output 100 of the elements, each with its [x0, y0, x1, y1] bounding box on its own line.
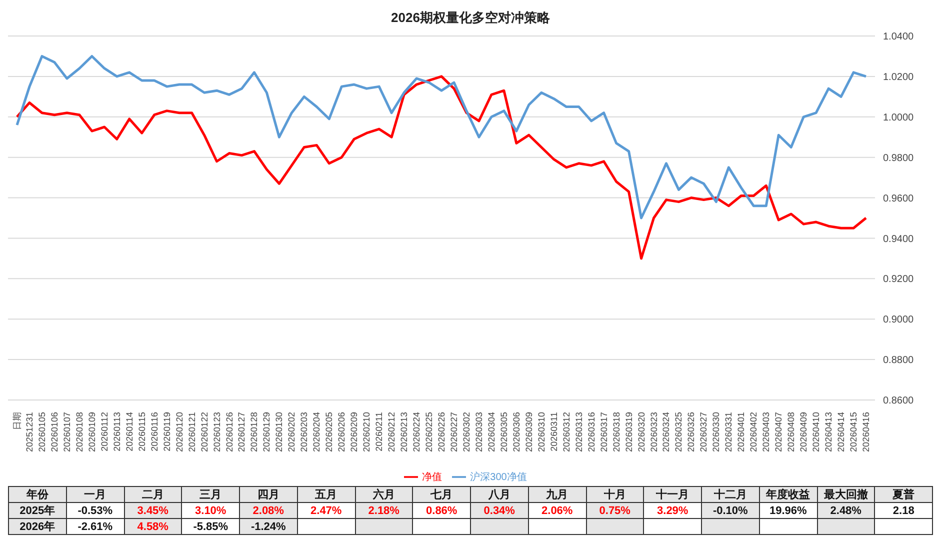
x-tick-label: 20260202 — [286, 412, 297, 452]
x-tick-label: 20260416 — [861, 412, 871, 452]
legend-label: 净值 — [422, 472, 442, 483]
text: 2.18% — [355, 502, 413, 518]
x-tick-label: 20260413 — [824, 412, 834, 452]
x-tick-label: 20260108 — [74, 412, 84, 452]
x-tick-label: 20260316 — [586, 412, 596, 452]
x-tick-label: 20260119 — [162, 412, 172, 452]
x-tick-label: 20260312 — [561, 412, 572, 452]
x-tick-label: 20260204 — [312, 412, 322, 452]
x-tick-label: 20260121 — [186, 412, 197, 452]
text: 六月 — [355, 486, 413, 502]
x-tick-label: 20260205 — [324, 412, 334, 452]
text: 九月 — [528, 486, 586, 502]
x-tick-label: 20260211 — [374, 412, 384, 452]
x-tick-label: 20260128 — [249, 412, 260, 452]
x-tick-label: 20260123 — [212, 412, 222, 452]
x-tick-label: 20260226 — [436, 412, 446, 452]
y-tick-label: 0.8800 — [883, 355, 914, 366]
text: -0.53% — [66, 502, 124, 518]
text: 十一月 — [644, 486, 702, 502]
x-tick-label: 20260206 — [336, 412, 347, 452]
x-tick-label: 20260402 — [748, 412, 759, 452]
x-tick-label: 20260410 — [811, 412, 822, 452]
chart-title: 2026期权量化多空对冲策略 — [390, 9, 551, 27]
text: 五月 — [297, 486, 355, 502]
x-tick-label: 20260403 — [761, 412, 772, 452]
text: 3.10% — [182, 502, 240, 518]
x-tick-label: 20260304 — [486, 412, 496, 452]
text: 八月 — [470, 486, 528, 502]
x-tick-label: 20260325 — [674, 412, 684, 452]
x-tick-label: 20260116 — [149, 412, 160, 452]
y-tick-label: 0.9000 — [883, 314, 914, 326]
text: 十二月 — [702, 486, 760, 502]
text: 七月 — [412, 486, 470, 502]
text: 2.18 — [874, 502, 932, 518]
x-tick-label: 20260112 — [99, 412, 110, 452]
x-tick-label: 20260109 — [86, 412, 97, 452]
x-tick-label: 20260306 — [511, 412, 522, 452]
legend-label: 沪深300净值 — [470, 472, 527, 483]
text: -2.61% — [66, 518, 124, 534]
text: 4.58% — [124, 518, 182, 534]
x-tick-label: 20260107 — [62, 412, 72, 452]
x-tick-label: 20260126 — [224, 412, 234, 452]
text: -5.85% — [182, 518, 240, 534]
x-tick-label: 20260113 — [112, 412, 122, 452]
x-tick-label: 20260105 — [36, 412, 47, 452]
text: 一月 — [66, 486, 124, 502]
y-tick-label: 1.0000 — [883, 112, 914, 124]
y-tick-label: 0.8600 — [883, 396, 914, 407]
text: 0.34% — [470, 502, 528, 518]
x-tick-label: 20260212 — [386, 412, 397, 452]
text: -1.24% — [240, 518, 298, 534]
text: 0.86% — [412, 502, 470, 518]
text: -0.10% — [702, 502, 760, 518]
x-tick-label: 20260106 — [49, 412, 60, 452]
x-tick-label: 20260302 — [461, 412, 472, 452]
y-tick-label: 1.0400 — [883, 32, 914, 43]
line-series — [16, 75, 868, 260]
text: 2.48% — [817, 502, 875, 518]
x-tick-label: 20260309 — [524, 412, 534, 452]
x-tick-label: 20260129 — [262, 412, 272, 452]
x-tick-label: 20260305 — [498, 412, 509, 452]
text: 三月 — [182, 486, 240, 502]
text: 2.47% — [297, 502, 355, 518]
text: 0.75% — [586, 502, 644, 518]
x-tick-label: 20260407 — [774, 412, 784, 452]
text: 四月 — [240, 486, 298, 502]
y-tick-label: 1.0200 — [883, 72, 914, 83]
x-tick-label: 20260324 — [661, 412, 672, 452]
x-tick-label: 20260310 — [536, 412, 546, 452]
text: 2.08% — [240, 502, 298, 518]
x-tick-label: 20260408 — [786, 412, 796, 452]
x-tick-label: 20260303 — [474, 412, 484, 452]
text: 年份 — [8, 486, 66, 502]
x-tick-label: 20260311 — [548, 412, 559, 452]
x-tick-label: 20260415 — [848, 412, 859, 452]
text: 2025年 — [8, 502, 66, 518]
text: 3.29% — [644, 502, 702, 518]
x-tick-label: 20260317 — [598, 412, 609, 452]
x-tick-label: 20260318 — [611, 412, 622, 452]
x-tick-label: 20260203 — [299, 412, 310, 452]
text: 夏普 — [874, 486, 932, 502]
x-tick-label: 20260114 — [124, 412, 134, 452]
text: 2026年 — [8, 518, 66, 534]
x-tick-label: 20260130 — [274, 412, 284, 452]
x-tick-label: 20251231 — [24, 412, 34, 452]
x-tick-label: 20260225 — [424, 412, 434, 452]
x-tick-label: 20260331 — [724, 412, 734, 452]
x-tick-label: 20260209 — [349, 412, 360, 452]
text: 最大回撤 — [817, 486, 875, 502]
x-tick-label: 20260401 — [736, 412, 746, 452]
x-tick-label: 20260323 — [648, 412, 659, 452]
y-tick-label: 0.9600 — [883, 193, 914, 204]
text: 十月 — [586, 486, 644, 502]
y-tick-label: 0.9200 — [883, 274, 914, 286]
x-tick-label: 20260319 — [624, 412, 634, 452]
x-tick-label: 20260414 — [836, 412, 846, 452]
y-tick-label: 0.9800 — [883, 152, 914, 164]
x-tick-label: 日期 — [12, 412, 22, 430]
